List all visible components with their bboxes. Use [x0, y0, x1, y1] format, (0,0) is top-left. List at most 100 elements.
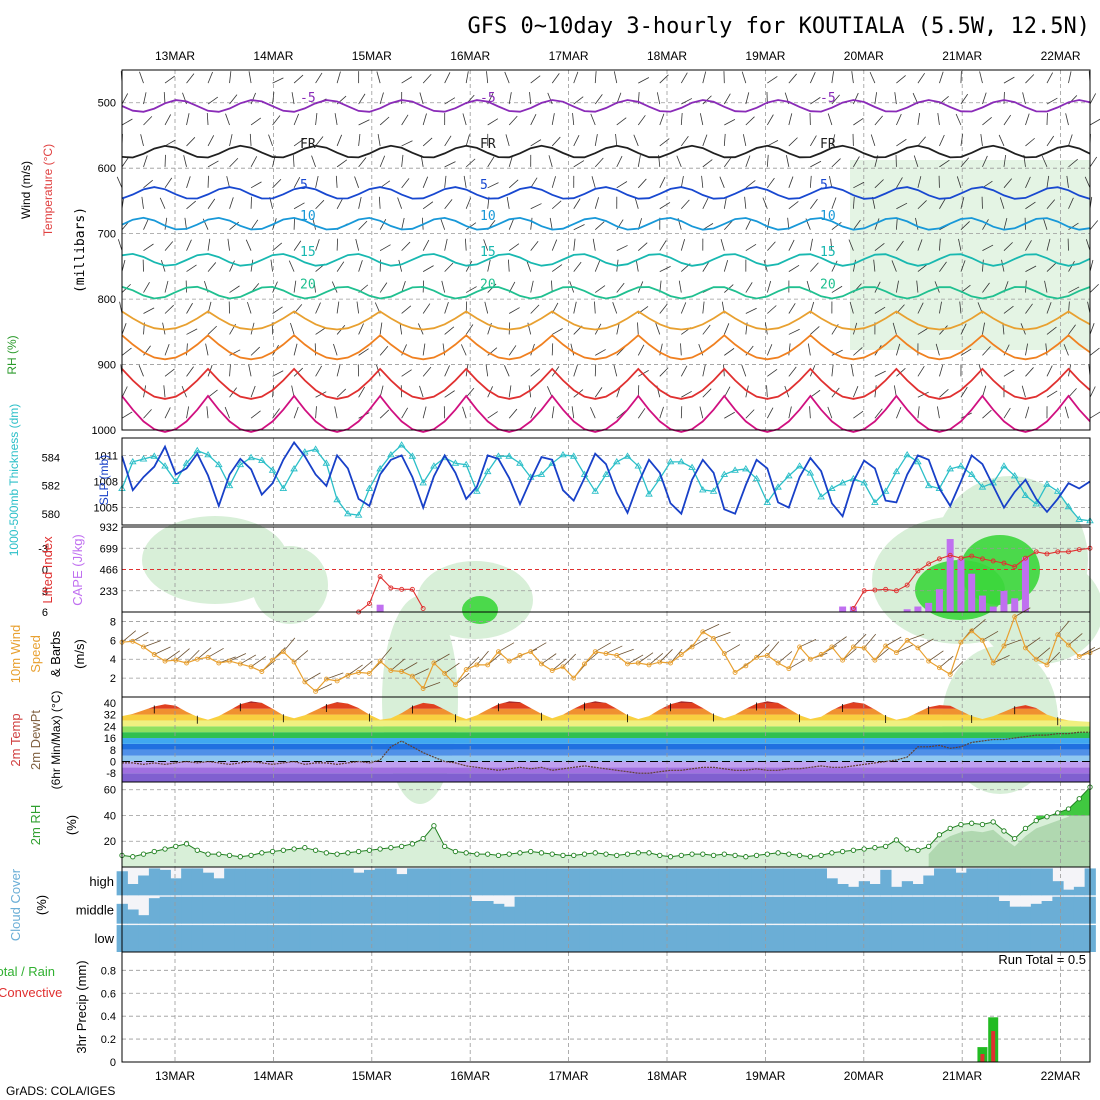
wind-barb	[250, 346, 261, 356]
cloud-cell-low	[891, 925, 903, 952]
wind-barb	[444, 301, 449, 314]
wind10m-barb	[315, 683, 333, 692]
thickness-point	[795, 462, 804, 469]
rh2m-point	[431, 823, 437, 829]
wind-barb	[333, 343, 338, 356]
cloud-cell-low	[557, 925, 569, 952]
wind10m-point	[506, 658, 512, 664]
wind-barb	[229, 260, 235, 272]
wind-barb	[896, 177, 903, 189]
wind-barb	[917, 72, 925, 84]
li-point	[1023, 555, 1028, 561]
wind-barb	[809, 406, 811, 419]
isotherm-line	[121, 252, 1091, 267]
wind-barb	[680, 112, 683, 126]
wind-barb	[207, 160, 219, 168]
wind-barb	[635, 259, 639, 272]
wind-barb	[487, 118, 499, 126]
wind-barb	[851, 71, 854, 84]
wind10m-barb	[605, 645, 623, 654]
wind-barb	[508, 345, 517, 356]
wind10m-barb	[498, 642, 515, 653]
wind-barb	[315, 72, 323, 84]
cloud-cell-middle	[288, 896, 300, 924]
wind-barb	[831, 158, 841, 168]
wind-barb	[788, 239, 795, 251]
y-axis-label-wind10m-b: Speed	[28, 635, 43, 673]
cloud-cell-middle	[675, 896, 688, 924]
cloud-cell-middle	[202, 896, 214, 924]
wind-barb	[551, 239, 558, 251]
cloud-cell-high	[428, 868, 440, 896]
isotherm-label: 15	[480, 245, 496, 260]
wind-barb	[315, 113, 318, 126]
wind-barb	[293, 113, 300, 126]
wind10m-point	[452, 682, 458, 688]
wind10m-point	[173, 657, 179, 663]
cloud-cell-middle	[729, 896, 741, 924]
wind-barb	[121, 323, 127, 335]
wind-barb	[207, 198, 216, 209]
slp-tick-label: 1008	[94, 477, 118, 489]
wind10m-point	[582, 661, 587, 667]
cloud-cell-low	[385, 925, 397, 952]
wind10m-barb	[250, 656, 267, 668]
li-point	[893, 588, 899, 594]
temp-tick-label: 32	[104, 710, 116, 722]
wind-barb	[702, 134, 708, 147]
wind-barb	[315, 302, 321, 314]
wind-barb	[141, 196, 144, 209]
wind10m-barb	[358, 660, 373, 673]
wind-barb	[483, 239, 489, 251]
rh2m-point	[226, 852, 233, 859]
wind-barb	[745, 218, 752, 230]
rh2m-point	[861, 846, 867, 852]
wind-barb	[487, 347, 498, 356]
li-point	[420, 606, 426, 611]
wind-barb	[1003, 178, 1013, 189]
wind-barb	[401, 114, 409, 126]
cloud-cell-low	[374, 925, 387, 952]
dewpoint-line	[122, 731, 1090, 774]
cloud-cell-low	[697, 925, 709, 952]
wind10m-point	[743, 663, 749, 669]
wind-barb	[831, 197, 837, 209]
wind-barb	[186, 406, 190, 419]
wind-barb	[1068, 324, 1076, 335]
wind-barb	[549, 217, 553, 230]
wind-barb	[595, 285, 606, 293]
rh2m-point	[1022, 825, 1029, 832]
wind-barb	[829, 175, 833, 188]
wind-barb	[1025, 137, 1035, 147]
wind-barb	[573, 261, 582, 272]
cloud-cell-middle	[1009, 906, 1021, 924]
cloud-cell-middle	[966, 896, 978, 924]
cloud-cell-high	[869, 884, 881, 896]
wind-barb	[1046, 97, 1058, 105]
wind-barb	[334, 113, 338, 126]
wind10m-barb	[724, 644, 741, 654]
wind-barb	[745, 282, 753, 293]
wind10m-point	[1076, 653, 1082, 659]
cloud-cell-middle	[138, 915, 150, 924]
cape-tick-label: 233	[100, 586, 118, 598]
cloud-cell-low	[654, 925, 666, 952]
wind-barb	[1003, 407, 1011, 419]
wind-barb	[637, 344, 645, 356]
cloud-cell-low	[514, 925, 526, 952]
cloud-cell-middle	[804, 896, 817, 924]
wind-barb	[509, 307, 520, 314]
wind-barb	[422, 343, 426, 356]
cloud-cell-low	[439, 925, 451, 952]
rh2m-point	[323, 850, 330, 856]
cape-bar	[935, 589, 943, 612]
cloud-cell-high	[213, 878, 225, 896]
wind10m-point	[291, 659, 297, 665]
wind-barb	[594, 157, 604, 168]
rh2m-tick-label: 60	[104, 785, 116, 797]
cloud-cell-high	[783, 868, 795, 896]
wind-barb	[594, 221, 605, 231]
wind10m-point	[646, 662, 652, 668]
cloud-cell-low	[1030, 925, 1043, 952]
wind-barb	[358, 93, 366, 105]
